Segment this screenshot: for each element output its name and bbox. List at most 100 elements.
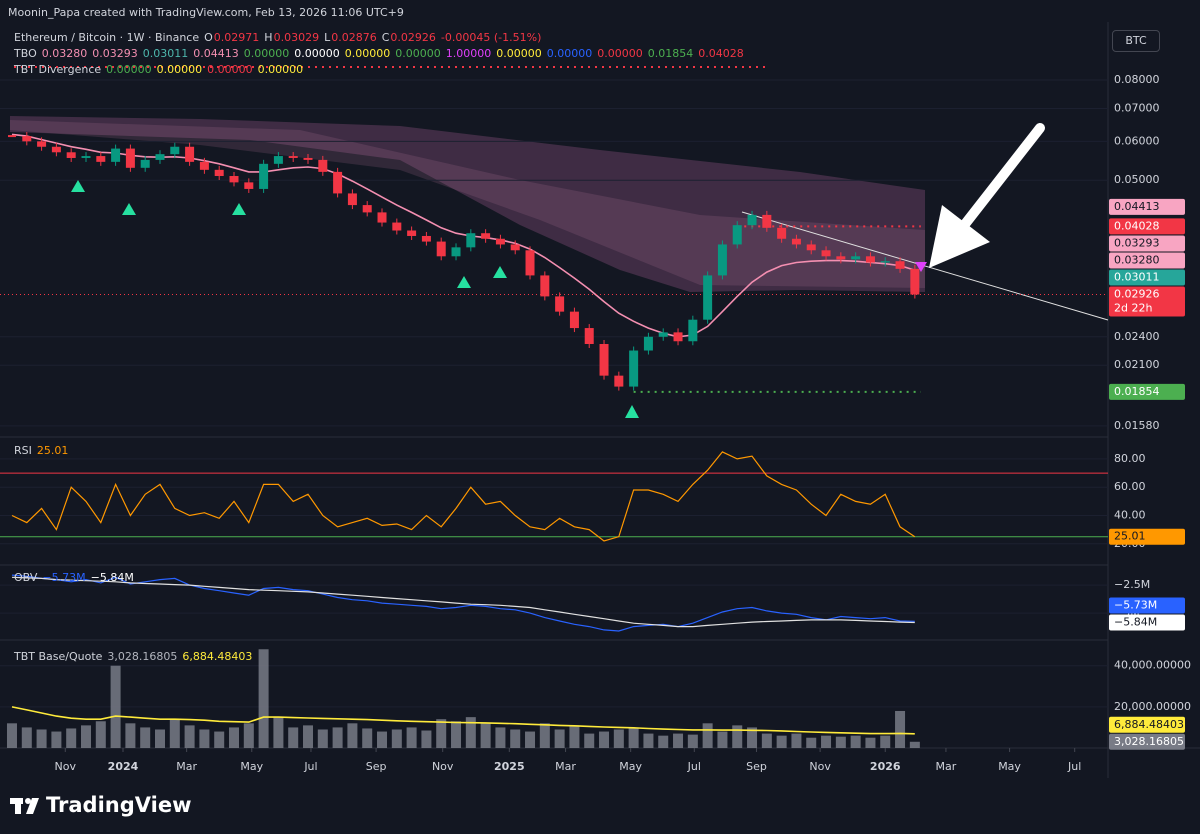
bar [406, 727, 417, 748]
indicator-value: 0.04028 [698, 47, 744, 60]
indicator-value: 0.00000 [395, 47, 441, 60]
rsi-legend: RSI 25.01 [14, 444, 73, 457]
bar [880, 735, 891, 748]
candle [495, 238, 505, 245]
ohlc-label: H [264, 31, 273, 44]
pane-title: OBV [14, 571, 38, 584]
bar [495, 727, 506, 748]
candle [555, 296, 565, 312]
series-line [11, 576, 915, 628]
logo-part [26, 798, 39, 814]
price-box [1109, 235, 1185, 252]
series-line [11, 574, 915, 632]
y-tick-label: 40.00 [1114, 508, 1146, 521]
indicator-value: 0.00000 [257, 63, 304, 76]
candle [333, 171, 343, 194]
price-box [1109, 252, 1185, 269]
bar [66, 728, 77, 748]
y-tick-label: 0.05000 [1114, 173, 1160, 186]
ohlc-value: 0.02926 [390, 31, 436, 44]
bar [895, 710, 906, 748]
bar [169, 719, 180, 748]
x-tick-label: May [619, 760, 642, 773]
candle [569, 311, 579, 329]
bar [332, 727, 343, 748]
candle [421, 235, 431, 242]
y-tick-label: 40,000.00000 [1114, 659, 1191, 672]
bar [258, 649, 269, 748]
indicator-name: TBT Divergence [14, 63, 102, 76]
candle [303, 157, 313, 160]
candle [762, 214, 772, 228]
bar [6, 723, 17, 748]
indicator-value: 0.00000 [344, 47, 391, 60]
indicator-legend: TBT Divergence 0.00000 0.00000 0.00000 0.000… [14, 63, 308, 76]
candle [540, 275, 550, 297]
price-box [1109, 733, 1185, 750]
pane-title: RSI [14, 444, 32, 457]
y-tick-label: 0.08000 [1114, 73, 1160, 86]
series-line [11, 451, 916, 542]
candle [717, 244, 727, 276]
triangles [71, 180, 639, 418]
x-tick-label: Mar [936, 760, 957, 773]
currency-button[interactable]: BTC [1112, 30, 1160, 52]
bar [865, 737, 876, 748]
x-tick-label: May [998, 760, 1021, 773]
x-tick-label: 2024 [108, 760, 139, 773]
x-tick-label: Nov [55, 760, 77, 773]
ma-line [11, 706, 915, 735]
bar [658, 735, 669, 748]
candle [865, 256, 875, 263]
candle [836, 256, 846, 260]
candle [377, 212, 387, 223]
indicator-name: TBO [14, 47, 37, 60]
candle [658, 332, 668, 337]
candle [643, 336, 653, 351]
candle [673, 332, 683, 342]
chart-bg [0, 22, 1200, 778]
indicator-value: 0.00000 [106, 63, 152, 76]
candle [199, 161, 209, 170]
buy-marker [493, 266, 507, 278]
candle [288, 156, 298, 158]
candle [140, 159, 150, 168]
x-tick-label: 2026 [870, 760, 901, 773]
signal-marker [915, 262, 927, 272]
price-box [1109, 614, 1185, 631]
buy-marker [122, 203, 136, 215]
bar [140, 727, 151, 748]
indicator-value: 0.00000 [156, 63, 203, 76]
y-tick-label: 0.07000 [1114, 101, 1160, 114]
candle [732, 225, 742, 245]
bar [761, 733, 772, 748]
price-box-label: 0.02926 [1114, 288, 1160, 301]
price-box [1109, 198, 1185, 215]
bar [273, 717, 284, 748]
indicator-value: 0.00000 [496, 47, 542, 60]
price-box [1109, 528, 1185, 545]
price-box-label: −5.84M [1114, 616, 1157, 629]
price-box-label: 0.01854 [1114, 385, 1160, 398]
candle [392, 222, 402, 231]
y-tick-label: 0.01580 [1114, 419, 1160, 432]
marks: 0.08000 0.07000 0.06000 0.05000 0.02400 0.021… [0, 73, 1191, 773]
candle [318, 159, 328, 172]
bar [791, 733, 802, 748]
bar [421, 730, 432, 748]
bar [391, 729, 402, 748]
x-tick-label: May [240, 760, 263, 773]
bar [673, 733, 684, 748]
ohlc-value: 0.02971 [213, 31, 260, 44]
candle [629, 350, 639, 387]
candle [51, 146, 61, 153]
legend-value: −5.84M [90, 571, 134, 584]
candle [880, 261, 890, 263]
bar [51, 731, 62, 748]
cloud [10, 116, 925, 292]
x-tick-label: Nov [809, 760, 831, 773]
candle [407, 230, 417, 236]
candle [229, 176, 239, 183]
candle [584, 328, 594, 344]
bar [347, 723, 358, 748]
